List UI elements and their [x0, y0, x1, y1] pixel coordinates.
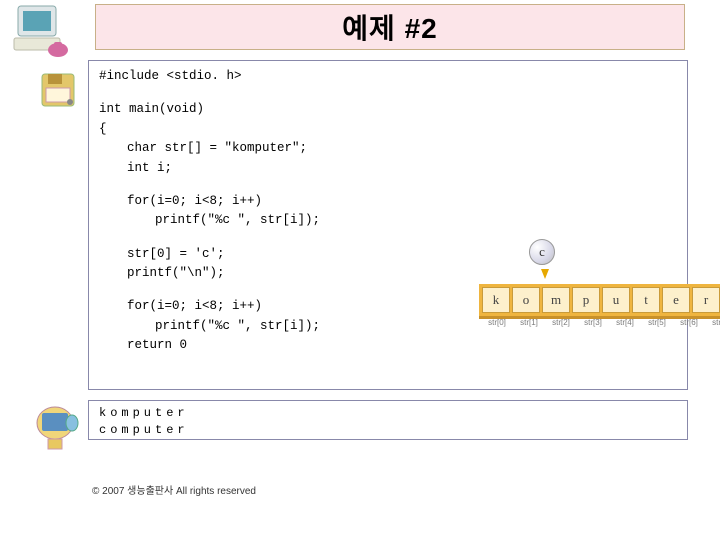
copyright-text: © 2007 생능출판사 All rights reserved [92, 482, 256, 497]
code-line: { [99, 120, 677, 139]
code-line: for(i=0; i<8; i++) [99, 192, 677, 211]
floppy-icon [38, 70, 78, 110]
array-indices: str[0] str[1] str[2] str[3] str[4] str[5… [479, 317, 720, 329]
array-cells: k o m p u t e r \0 [479, 284, 720, 316]
replacement-char-bubble: c [529, 239, 559, 269]
array-cell: m [542, 287, 570, 313]
code-line: int i; [99, 159, 677, 178]
array-index: str[7] [706, 317, 720, 329]
monitor-icon [30, 403, 80, 455]
code-line: printf("\n"); [99, 264, 677, 283]
array-index: str[5] [642, 317, 672, 329]
title-prefix: 예제 [342, 13, 396, 44]
array-cell: p [572, 287, 600, 313]
array-cell: r [692, 287, 720, 313]
code-line: char str[] = "komputer"; [99, 139, 677, 158]
array-index: str[6] [674, 317, 704, 329]
array-index: str[1] [514, 317, 544, 329]
code-line: #include <stdio. h> [99, 67, 677, 86]
output-line: komputer [99, 405, 677, 422]
array-index: str[2] [546, 317, 576, 329]
output-box: komputer computer [88, 400, 688, 440]
computer-icon [8, 2, 78, 62]
array-cell: e [662, 287, 690, 313]
slide-header: 예제 #2 [95, 4, 685, 50]
output-line: computer [99, 422, 677, 439]
code-line: return 0 [99, 336, 677, 355]
array-cell: o [512, 287, 540, 313]
code-line: int main(void) [99, 100, 677, 119]
code-line: printf("%c ", str[i]); [99, 211, 677, 230]
bubble-char: c [529, 239, 555, 265]
array-index: str[4] [610, 317, 640, 329]
array-cell: t [632, 287, 660, 313]
slide-title: 예제 #2 [342, 7, 437, 47]
title-number: #2 [405, 13, 438, 44]
arrow-down-icon [541, 269, 549, 279]
array-index: str[3] [578, 317, 608, 329]
array-cell: u [602, 287, 630, 313]
array-cell: k [482, 287, 510, 313]
array-index: str[0] [482, 317, 512, 329]
code-line: str[0] = 'c'; [99, 245, 677, 264]
code-box: #include <stdio. h> int main(void) { cha… [88, 60, 688, 390]
